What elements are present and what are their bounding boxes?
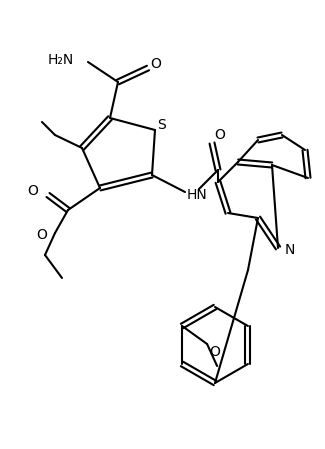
Text: HN: HN [187, 188, 208, 202]
Text: O: O [150, 57, 162, 71]
Text: S: S [158, 118, 166, 132]
Text: N: N [285, 243, 295, 257]
Text: H₂N: H₂N [48, 53, 74, 67]
Text: O: O [36, 228, 47, 242]
Text: O: O [210, 345, 221, 359]
Text: O: O [27, 184, 38, 198]
Text: O: O [214, 128, 225, 142]
